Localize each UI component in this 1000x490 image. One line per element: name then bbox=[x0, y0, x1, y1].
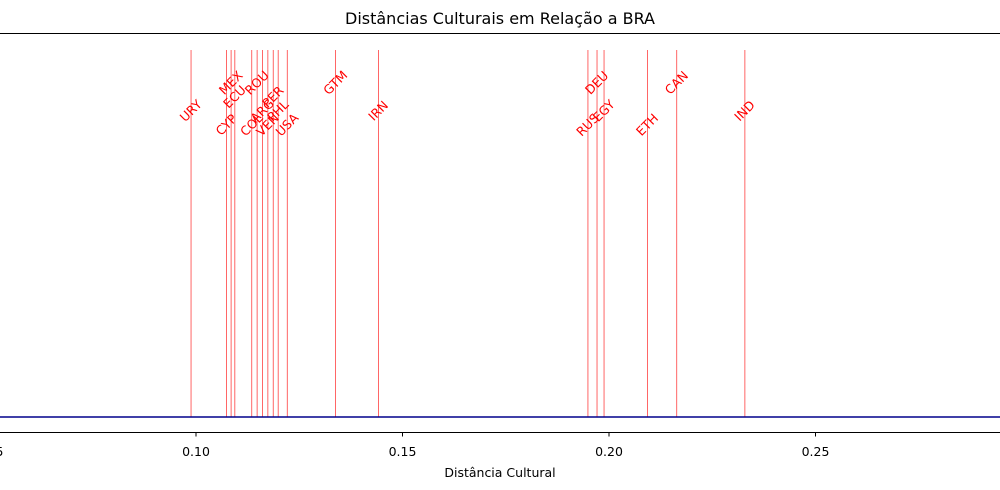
country-label-deu: DEU bbox=[582, 68, 611, 97]
country-label-can: CAN bbox=[662, 68, 691, 97]
x-tick-label: 0.25 bbox=[802, 444, 830, 459]
x-axis-ticks: 0.05 0.10 0.15 0.20 0.25 bbox=[0, 432, 830, 459]
x-tick-label: 0.10 bbox=[182, 444, 210, 459]
chart-title: Distâncias Culturais em Relação a BRA bbox=[345, 9, 655, 28]
country-label-cyp: CYP bbox=[213, 111, 241, 139]
country-label-irn: IRN bbox=[365, 98, 391, 124]
country-label-ind: IND bbox=[731, 97, 758, 124]
country-label-ury: URY bbox=[177, 96, 205, 124]
country-label-gtm: GTM bbox=[320, 68, 350, 98]
country-label-eth: ETH bbox=[633, 111, 661, 139]
x-tick-label: 0.20 bbox=[595, 444, 623, 459]
x-tick-label: 0.05 bbox=[0, 444, 3, 459]
x-axis-label: Distância Cultural bbox=[444, 465, 555, 480]
x-tick-label: 0.15 bbox=[389, 444, 417, 459]
